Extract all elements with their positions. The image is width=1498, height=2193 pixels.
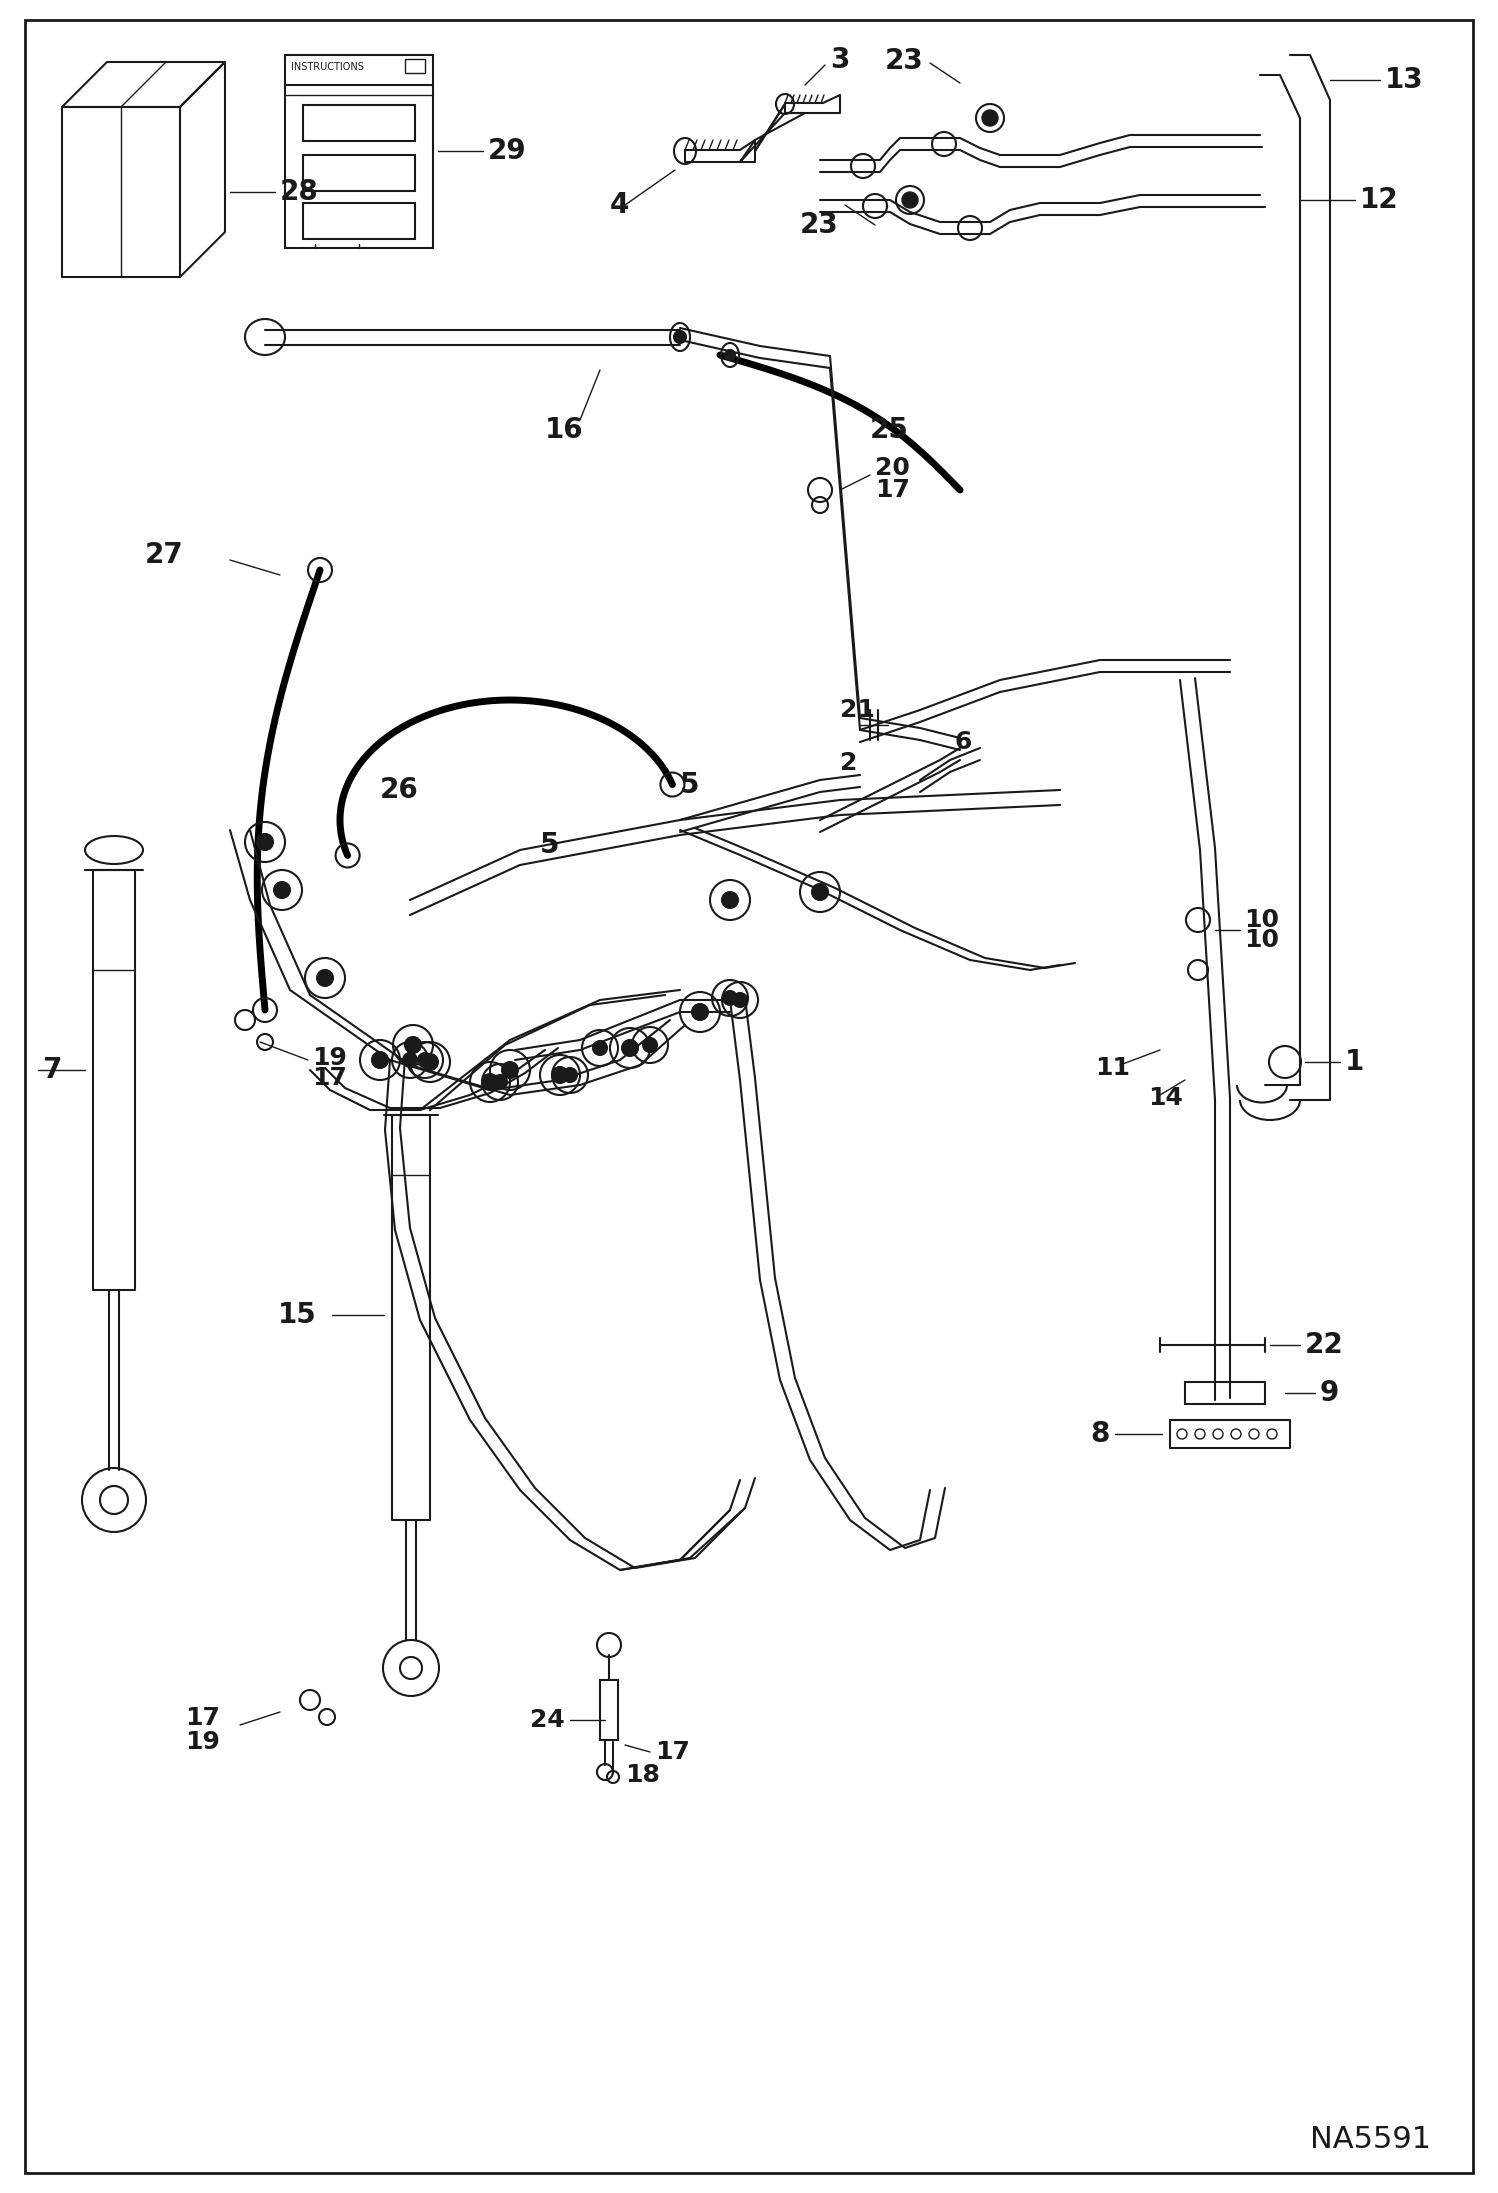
Text: 7: 7: [42, 1057, 61, 1083]
Text: 17: 17: [655, 1739, 691, 1763]
Text: 3: 3: [830, 46, 849, 75]
Text: 10: 10: [1243, 908, 1279, 932]
Circle shape: [403, 1053, 416, 1068]
Text: 19: 19: [312, 1046, 348, 1070]
Bar: [1185, 1382, 1264, 1404]
Text: 13: 13: [1386, 66, 1423, 94]
Text: 28: 28: [280, 178, 319, 206]
Circle shape: [404, 1037, 421, 1053]
Text: 23: 23: [885, 46, 924, 75]
Circle shape: [493, 1075, 506, 1090]
Text: 26: 26: [380, 776, 419, 805]
Text: 21: 21: [840, 697, 875, 721]
Circle shape: [258, 833, 273, 851]
Circle shape: [372, 1053, 388, 1068]
Text: 5: 5: [539, 831, 559, 860]
Text: 14: 14: [1147, 1086, 1183, 1110]
Circle shape: [502, 1061, 518, 1079]
Circle shape: [674, 331, 686, 342]
Circle shape: [622, 1039, 638, 1057]
Circle shape: [692, 1004, 709, 1020]
Circle shape: [551, 1068, 568, 1083]
Circle shape: [733, 993, 748, 1007]
Circle shape: [422, 1055, 437, 1070]
Bar: [601, 1680, 619, 1739]
Text: INSTRUCTIONS: INSTRUCTIONS: [291, 61, 364, 72]
Circle shape: [418, 1053, 431, 1068]
Text: 10: 10: [1243, 928, 1279, 952]
Text: 4: 4: [610, 191, 629, 219]
Text: 23: 23: [800, 211, 839, 239]
Text: 9: 9: [1320, 1379, 1339, 1408]
Circle shape: [318, 969, 333, 987]
Text: 2: 2: [840, 750, 857, 774]
Text: 11: 11: [1095, 1057, 1129, 1079]
Bar: [303, 204, 415, 239]
Text: 1: 1: [1345, 1048, 1365, 1077]
Text: 29: 29: [488, 136, 527, 164]
Text: 22: 22: [1305, 1331, 1344, 1360]
Bar: [285, 55, 433, 248]
Bar: [303, 105, 415, 140]
Text: 12: 12: [1360, 186, 1399, 215]
Text: 17: 17: [875, 478, 909, 502]
Text: 24: 24: [530, 1708, 565, 1732]
Circle shape: [643, 1037, 658, 1053]
Circle shape: [482, 1075, 497, 1090]
Circle shape: [725, 351, 736, 360]
Text: 25: 25: [870, 417, 909, 443]
Circle shape: [812, 884, 828, 899]
Text: 8: 8: [1091, 1421, 1110, 1447]
Bar: [404, 59, 425, 72]
Circle shape: [902, 193, 918, 208]
Text: 15: 15: [279, 1300, 318, 1329]
Circle shape: [722, 893, 739, 908]
Circle shape: [563, 1068, 577, 1081]
Circle shape: [274, 882, 291, 897]
Text: 27: 27: [145, 542, 184, 568]
Text: 6: 6: [956, 730, 972, 754]
Text: 19: 19: [184, 1730, 220, 1754]
Circle shape: [983, 110, 998, 125]
Text: NA5591: NA5591: [1309, 2125, 1431, 2154]
Circle shape: [593, 1042, 607, 1055]
Text: 17: 17: [312, 1066, 348, 1090]
Text: 16: 16: [545, 417, 584, 443]
Bar: [303, 156, 415, 191]
Circle shape: [724, 991, 737, 1004]
Text: 17: 17: [184, 1706, 220, 1730]
Text: 20: 20: [875, 456, 909, 480]
Text: 18: 18: [625, 1763, 661, 1787]
Text: 5: 5: [680, 772, 700, 798]
